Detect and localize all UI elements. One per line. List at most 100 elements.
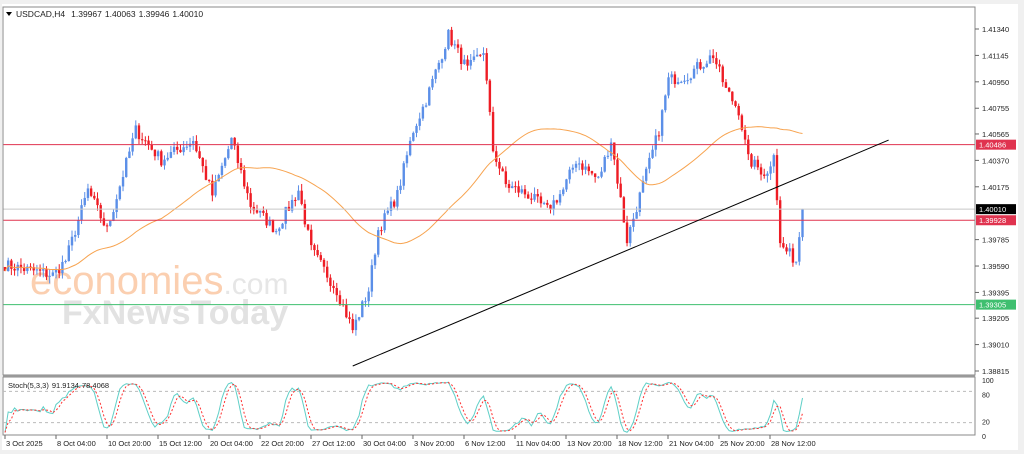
candle-body xyxy=(743,129,747,140)
candle xyxy=(128,147,131,159)
price-chart[interactable]: economies.com FxNewsToday 1.40486 1.39928… xyxy=(2,4,1018,450)
y-tick-label: 1.40755 xyxy=(982,104,1009,113)
candle xyxy=(676,77,680,85)
candle xyxy=(421,104,425,121)
candle xyxy=(380,226,383,236)
candle xyxy=(491,106,495,153)
candle-body xyxy=(3,266,7,272)
candle xyxy=(389,196,393,217)
candle xyxy=(61,255,64,279)
candle xyxy=(156,149,160,161)
candle-body xyxy=(332,285,335,289)
candle-body xyxy=(386,210,389,214)
candle-body xyxy=(399,185,402,191)
y-tick-label: 1.39010 xyxy=(982,341,1009,350)
candle xyxy=(616,153,619,189)
candle xyxy=(239,158,243,174)
x-tick-label: 21 Nov 04:00 xyxy=(669,439,714,448)
candle-body xyxy=(246,186,249,194)
candle xyxy=(274,228,278,235)
candle-body xyxy=(507,184,511,189)
candle xyxy=(552,194,555,216)
candle-body xyxy=(782,243,785,248)
y-tick-label: 1.40175 xyxy=(982,183,1009,192)
candle-body xyxy=(482,53,485,55)
candle xyxy=(243,165,246,190)
candle xyxy=(230,137,233,150)
candle-body xyxy=(747,139,750,155)
candle-body xyxy=(125,158,128,177)
candle xyxy=(794,261,798,265)
candle xyxy=(51,270,55,277)
candle xyxy=(782,237,785,249)
candle xyxy=(788,243,791,257)
candle-body xyxy=(763,174,766,176)
candle-body xyxy=(48,275,51,277)
candle-body xyxy=(775,155,779,201)
pane-divider[interactable] xyxy=(3,375,975,377)
candle xyxy=(565,178,568,192)
candle xyxy=(798,231,801,266)
candle xyxy=(290,194,294,213)
candle xyxy=(335,282,338,302)
candle xyxy=(412,131,415,142)
candle xyxy=(625,215,629,247)
candle xyxy=(466,55,469,71)
candle xyxy=(555,199,559,205)
candle xyxy=(345,298,348,319)
candle xyxy=(99,202,102,223)
candle-body xyxy=(791,248,795,263)
candle xyxy=(163,155,166,170)
candle-body xyxy=(322,259,326,267)
candle xyxy=(166,152,169,162)
candle-body xyxy=(255,210,259,213)
candle-body xyxy=(597,176,600,178)
watermark-line1: economies.com xyxy=(30,259,288,303)
candle-body xyxy=(526,194,530,199)
candle-body xyxy=(252,206,256,211)
candle-body xyxy=(370,265,374,292)
candle-body xyxy=(262,210,265,213)
candle xyxy=(179,144,182,153)
candle-body xyxy=(772,155,775,167)
candle-body xyxy=(444,48,447,60)
candle xyxy=(603,155,606,173)
candle-body xyxy=(316,250,319,256)
candle-body xyxy=(70,236,74,246)
stoch-main-line xyxy=(4,381,803,433)
candle xyxy=(772,153,775,173)
candle-body xyxy=(759,167,763,175)
candle xyxy=(485,48,488,85)
candle-body xyxy=(437,62,441,70)
candle xyxy=(440,58,444,69)
candle-body xyxy=(718,64,721,67)
candle-body xyxy=(153,149,157,157)
candle-body xyxy=(769,166,772,174)
candle-body xyxy=(475,54,479,57)
candle xyxy=(262,206,265,216)
candle xyxy=(118,185,122,201)
candle-body xyxy=(616,159,619,184)
candle xyxy=(195,135,198,153)
candle xyxy=(211,174,214,202)
ohlc-high: 1.40063 xyxy=(105,9,136,19)
candle-body xyxy=(788,248,791,252)
candle-body xyxy=(278,228,281,232)
candle-body xyxy=(469,60,472,66)
candle xyxy=(220,162,224,179)
candle-body xyxy=(613,142,616,160)
candle-body xyxy=(546,202,549,205)
candle xyxy=(759,163,763,181)
candle xyxy=(428,86,431,106)
candle xyxy=(386,207,389,215)
candle-body xyxy=(265,212,268,226)
candle xyxy=(134,120,137,140)
chart-area[interactable]: economies.com FxNewsToday 1.40486 1.39928… xyxy=(2,4,1018,450)
candle xyxy=(32,263,35,276)
candle xyxy=(64,259,67,264)
candle-body xyxy=(80,205,83,221)
dropdown-triangle-icon[interactable] xyxy=(6,12,12,16)
candle xyxy=(654,129,657,157)
candle-body xyxy=(268,219,271,226)
